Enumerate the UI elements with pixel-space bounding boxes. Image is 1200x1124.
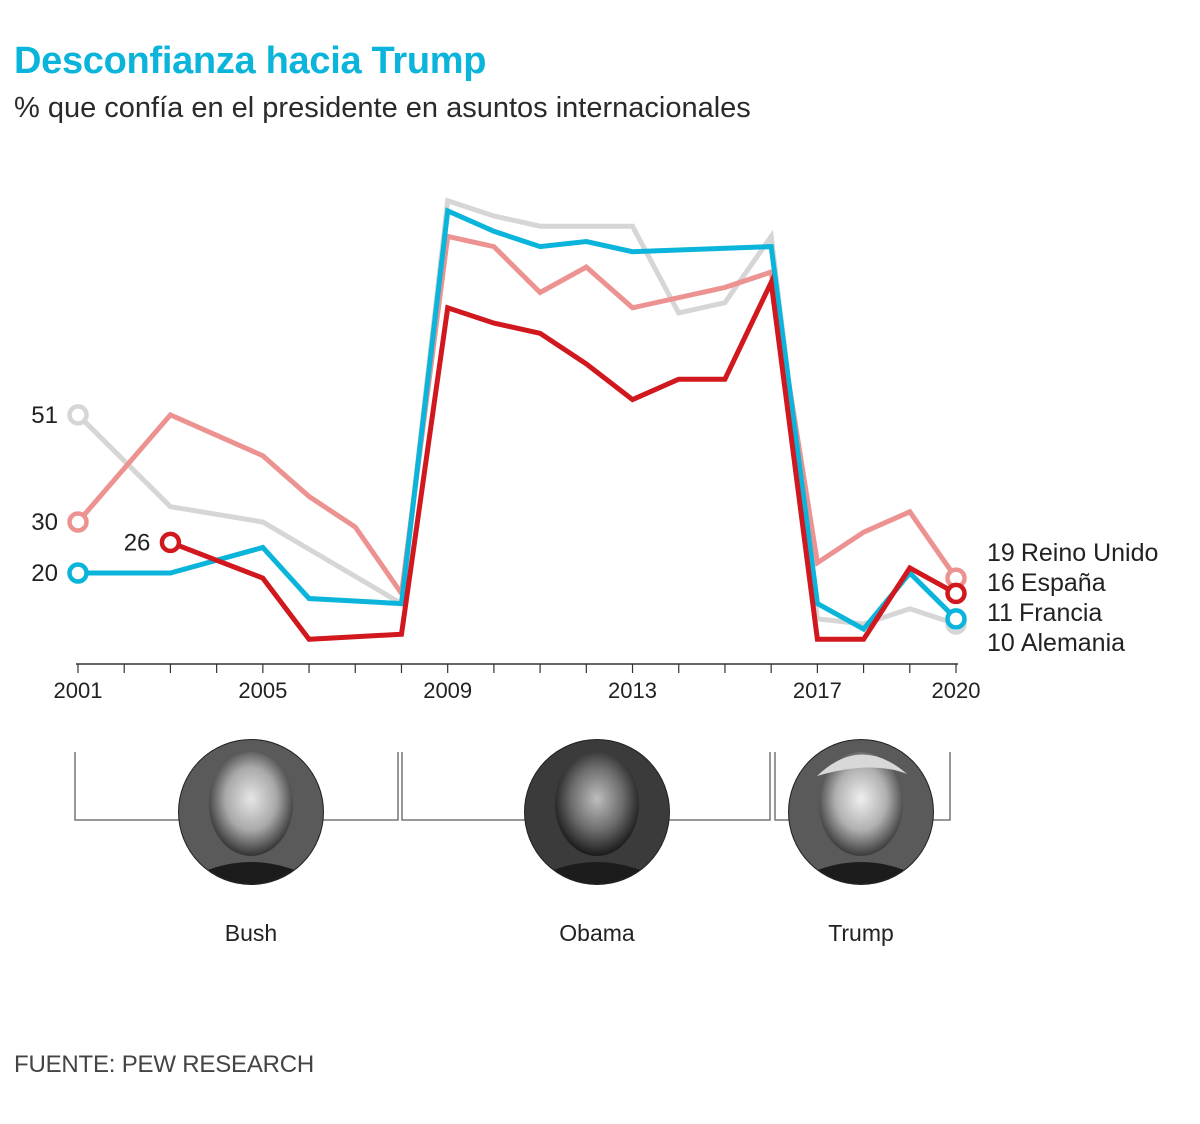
x-tick-label: 2005 [238, 678, 287, 703]
source-note: FUENTE: PEW RESEARCH [14, 1051, 315, 1078]
chart-title: Desconfianza hacia Trump [14, 40, 487, 82]
end-value-label: 10 Alemania [987, 629, 1125, 657]
label-layer: 51 10 Alemania 30 19 Reino Unido 20 11 Francia 26… [31, 402, 1158, 657]
x-tick-label: 2017 [793, 678, 842, 703]
series-line-espana [169, 273, 958, 642]
portrait-obama [524, 739, 670, 885]
start-marker-alemania [67, 404, 89, 426]
end-value-label: 16 España [987, 569, 1106, 597]
series-line-alemania [76, 197, 957, 627]
president-name-bush: Bush [225, 920, 277, 946]
chart-subtitle: % que confía en el presidente en asuntos… [14, 92, 751, 124]
series-line-reino-unido [76, 233, 959, 601]
end-value-label: 11 Francia [987, 599, 1102, 627]
x-tick-label: 2009 [423, 678, 472, 703]
start-value-label: 51 [31, 402, 58, 429]
portrait-bush [178, 739, 324, 885]
start-value-label: 26 [124, 529, 151, 556]
end-value-label: 19 Reino Unido [987, 539, 1158, 567]
president-name-trump: Trump [828, 920, 894, 946]
president-name-obama: Obama [559, 920, 635, 946]
x-axis: 2001 2005 2009 2013 2017 2020 [54, 663, 981, 703]
start-marker-espana [159, 531, 182, 554]
x-tick-label: 2013 [608, 678, 657, 703]
start-value-label: 20 [31, 560, 58, 587]
series-layer [76, 197, 959, 642]
start-marker-reino-unido [67, 511, 89, 533]
x-tick-label: 2020 [932, 678, 981, 703]
end-marker-francia [945, 608, 967, 630]
president-layer: Bush Obama Trump [74, 739, 951, 946]
start-marker-francia [67, 562, 89, 584]
start-value-label: 30 [31, 509, 58, 536]
portrait-trump [788, 739, 934, 885]
end-marker-espana [945, 582, 967, 605]
line-chart: 2001 2005 2009 2013 2017 2020 51 10 Alemania 30 1… [31, 197, 1158, 946]
x-tick-label: 2001 [54, 678, 103, 703]
series-line-francia [78, 207, 958, 633]
